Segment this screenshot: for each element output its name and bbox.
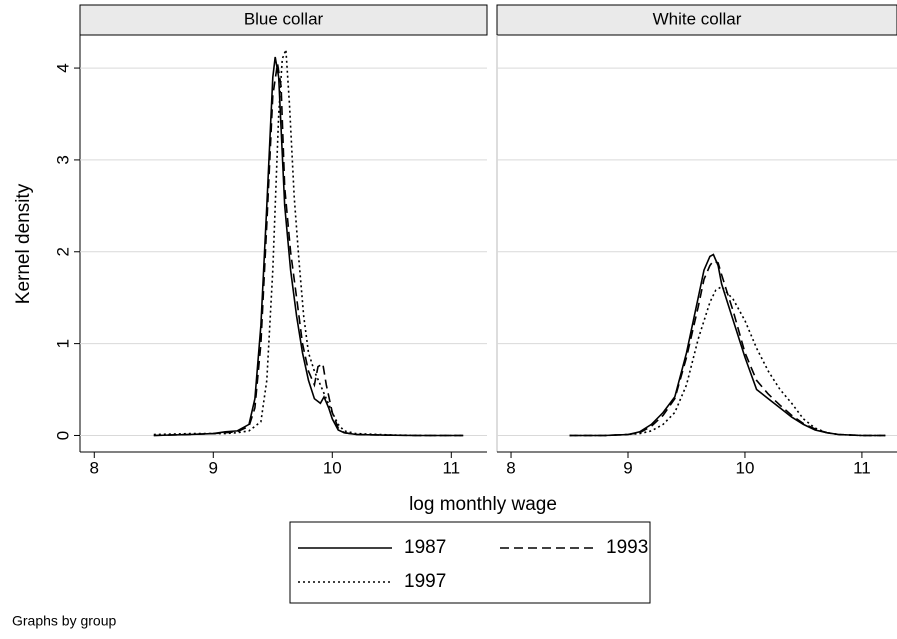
x-tick-label: 9 (209, 458, 218, 477)
x-tick-label: 11 (442, 458, 460, 477)
density-line (153, 63, 464, 437)
y-tick-label: 1 (53, 339, 72, 348)
x-tick-label: 8 (506, 458, 515, 477)
legend-box (289, 521, 651, 604)
panel-title: Blue collar (244, 9, 324, 28)
y-tick-label: 2 (53, 247, 72, 256)
density-line (569, 285, 886, 437)
x-tick-label: 9 (623, 458, 632, 477)
x-tick-label: 11 (853, 458, 871, 477)
x-axis-title: log monthly wage (409, 494, 557, 515)
legend-label: 1997 (404, 571, 446, 592)
x-tick-label: 10 (735, 458, 754, 477)
legend-label: 1987 (404, 537, 446, 558)
density-line (153, 56, 464, 437)
note: Graphs by group (12, 613, 116, 629)
x-tick-label: 10 (323, 458, 342, 477)
panel-title: White collar (653, 9, 742, 28)
y-tick-label: 4 (53, 63, 72, 72)
panel-strip (496, 4, 897, 36)
y-tick-label: 3 (53, 155, 72, 164)
y-axis-title: Kernel density (13, 183, 34, 304)
density-line (153, 49, 464, 437)
y-tick-label: 0 (53, 431, 72, 440)
panel-strip (79, 4, 488, 36)
density-line (569, 253, 886, 437)
x-tick-label: 8 (90, 458, 99, 477)
density-line (569, 260, 886, 437)
legend-label: 1993 (606, 537, 648, 558)
